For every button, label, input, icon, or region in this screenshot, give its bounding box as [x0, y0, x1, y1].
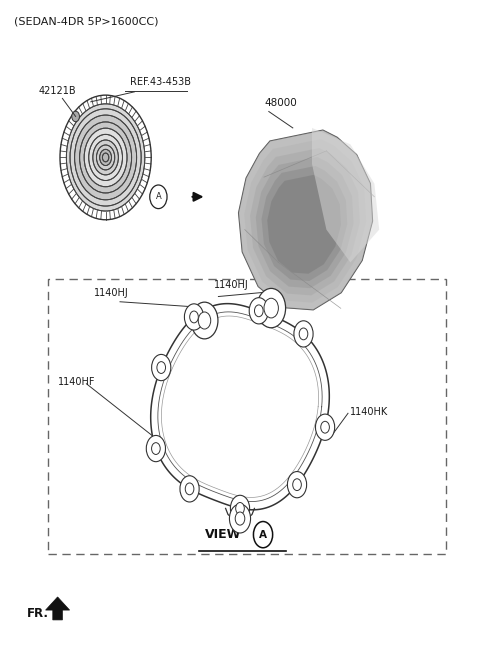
Polygon shape [46, 597, 70, 620]
Polygon shape [151, 304, 329, 510]
Polygon shape [267, 175, 341, 274]
Circle shape [74, 115, 137, 200]
Circle shape [152, 443, 160, 455]
Circle shape [146, 436, 166, 462]
Circle shape [315, 414, 335, 440]
Text: REF.43-453B: REF.43-453B [130, 77, 191, 87]
Polygon shape [250, 148, 360, 295]
Circle shape [185, 483, 194, 495]
Circle shape [72, 112, 80, 122]
Circle shape [230, 495, 250, 522]
Circle shape [198, 312, 211, 329]
Bar [48, 279, 446, 554]
Polygon shape [239, 130, 372, 310]
Circle shape [191, 302, 218, 339]
Circle shape [84, 128, 127, 187]
Polygon shape [312, 128, 379, 262]
Text: 1140HF: 1140HF [58, 377, 95, 387]
Circle shape [288, 472, 307, 498]
Text: 42121B: 42121B [38, 87, 76, 96]
Text: 1140HK: 1140HK [350, 407, 389, 417]
Text: 1140HJ: 1140HJ [94, 289, 128, 298]
Circle shape [249, 298, 268, 324]
Polygon shape [262, 166, 348, 281]
Circle shape [152, 354, 171, 380]
Text: FR.: FR. [26, 607, 48, 620]
Circle shape [66, 104, 145, 211]
Text: A: A [156, 192, 161, 201]
Text: A: A [259, 529, 267, 540]
Circle shape [293, 479, 301, 491]
Circle shape [157, 361, 166, 373]
Circle shape [235, 512, 245, 525]
Circle shape [190, 311, 198, 323]
Circle shape [229, 504, 251, 533]
Circle shape [264, 298, 278, 318]
Text: 48000: 48000 [264, 98, 297, 108]
Circle shape [184, 304, 204, 330]
Polygon shape [239, 130, 372, 310]
Text: VIEW: VIEW [205, 528, 241, 541]
Circle shape [257, 289, 286, 328]
Circle shape [100, 150, 111, 165]
Circle shape [60, 95, 151, 220]
Circle shape [236, 502, 244, 514]
Circle shape [294, 321, 313, 347]
Circle shape [93, 140, 119, 175]
Circle shape [254, 305, 263, 317]
Polygon shape [256, 157, 354, 288]
Text: 1140HJ: 1140HJ [214, 280, 248, 290]
Circle shape [321, 421, 329, 433]
Circle shape [299, 328, 308, 340]
Text: (SEDAN-4DR 5P>1600CC): (SEDAN-4DR 5P>1600CC) [14, 16, 159, 26]
Circle shape [180, 476, 199, 502]
Polygon shape [244, 139, 366, 302]
